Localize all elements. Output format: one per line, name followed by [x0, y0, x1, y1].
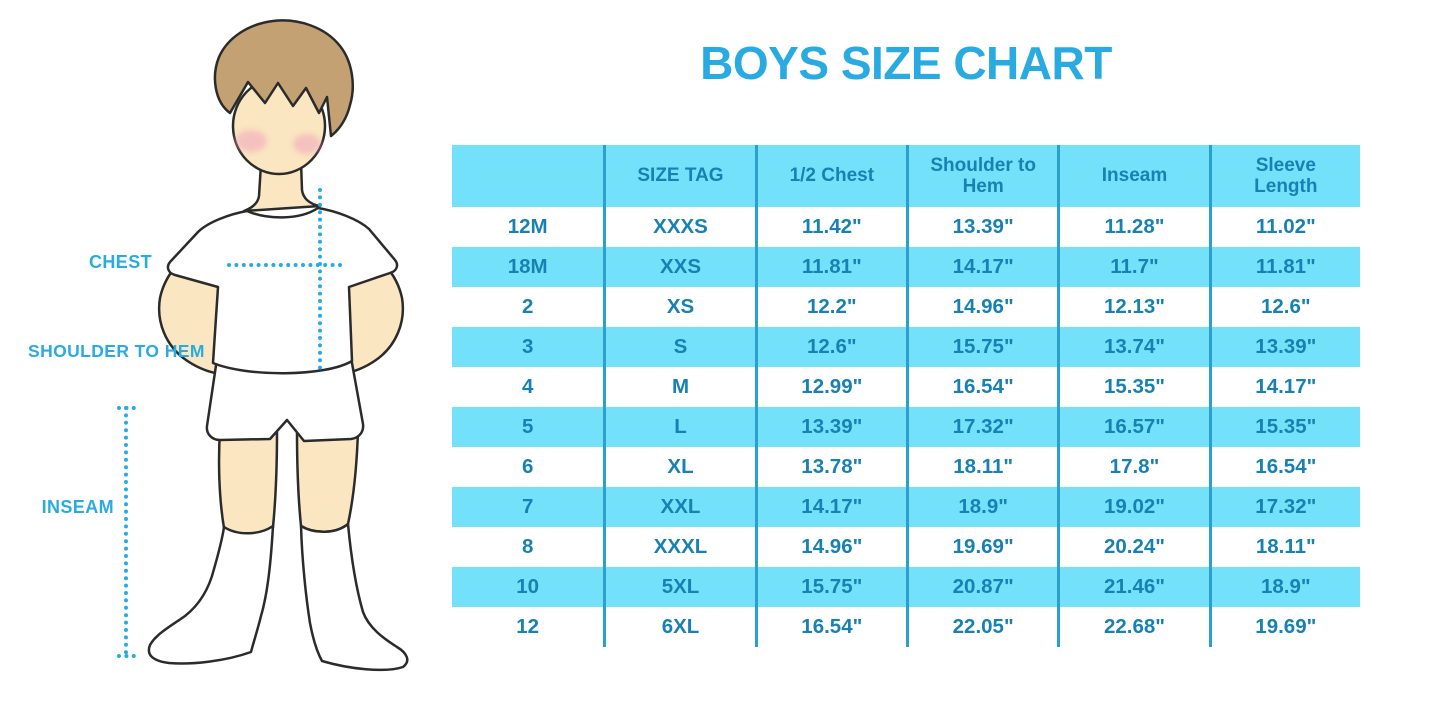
value-cell: 15.75"	[754, 567, 906, 607]
right-sock	[299, 522, 409, 672]
value-cell: 15.35"	[1057, 367, 1209, 407]
value-cell: 18.11"	[905, 447, 1058, 487]
size-cell: 4	[452, 367, 604, 407]
value-cell: 21.46"	[1057, 567, 1209, 607]
value-cell: 14.17"	[905, 247, 1058, 287]
value-cell: 13.39"	[905, 207, 1058, 247]
value-cell: 13.74"	[1057, 327, 1209, 367]
value-cell: 14.17"	[754, 487, 906, 527]
page-title: BOYS SIZE CHART	[700, 37, 1112, 89]
t-shirt	[166, 206, 399, 375]
value-cell: 14.17"	[1208, 367, 1360, 407]
size-cell: 3	[452, 327, 604, 367]
value-cell: 14.96"	[905, 287, 1058, 327]
value-cell: 11.02"	[1208, 207, 1360, 247]
value-cell: 16.57"	[1057, 407, 1209, 447]
value-cell: 12.2"	[754, 287, 906, 327]
value-cell: 19.02"	[1057, 487, 1209, 527]
value-cell: 12.6"	[754, 327, 906, 367]
value-cell: 18.9"	[905, 487, 1058, 527]
value-cell: 20.87"	[905, 567, 1058, 607]
value-cell: 16.54"	[754, 607, 906, 647]
value-cell: 11.81"	[754, 247, 906, 287]
value-cell: 15.75"	[905, 327, 1058, 367]
column-header: SIZE TAG	[603, 145, 755, 207]
value-cell: 12.13"	[1057, 287, 1209, 327]
value-cell: 18.11"	[1208, 527, 1360, 567]
shorts	[205, 350, 365, 443]
boy-illustration	[117, 19, 409, 672]
value-cell: L	[603, 407, 755, 447]
inseam-label: INSEAM	[41, 497, 114, 517]
value-cell: 12.6"	[1208, 287, 1360, 327]
value-cell: XS	[603, 287, 755, 327]
blush-cheeks	[235, 130, 321, 154]
size-cell: 12M	[452, 207, 604, 247]
value-cell: 22.05"	[905, 607, 1058, 647]
value-cell: 12.99"	[754, 367, 906, 407]
value-cell: XL	[603, 447, 755, 487]
shoulder-to-hem-label: SHOULDER TO HEM	[28, 341, 205, 361]
value-cell: XXL	[603, 487, 755, 527]
value-cell: 19.69"	[905, 527, 1058, 567]
size-cell: 12	[452, 607, 604, 647]
value-cell: 19.69"	[1208, 607, 1360, 647]
inseam-guide-line	[117, 406, 143, 658]
value-cell: 17.8"	[1057, 447, 1209, 487]
column-header: Shoulder to Hem	[905, 145, 1058, 207]
value-cell: 11.28"	[1057, 207, 1209, 247]
column-header: Sleeve Length	[1208, 145, 1360, 207]
column-header: 1/2 Chest	[754, 145, 906, 207]
value-cell: 17.32"	[1208, 487, 1360, 527]
size-chart-table: SIZE TAG 1/2 Chest Shoulder to Hem Inseam Sl…	[452, 145, 1360, 647]
size-cell: 5	[452, 407, 604, 447]
chest-label: CHEST	[88, 252, 152, 272]
hair	[213, 19, 354, 138]
value-cell: 13.39"	[1208, 327, 1360, 367]
value-cell: 14.96"	[754, 527, 906, 567]
value-cell: 5XL	[603, 567, 755, 607]
value-cell: 20.24"	[1057, 527, 1209, 567]
size-cell: 8	[452, 527, 604, 567]
value-cell: 22.68"	[1057, 607, 1209, 647]
value-cell: 13.39"	[754, 407, 906, 447]
size-cell: 6	[452, 447, 604, 487]
value-cell: 15.35"	[1208, 407, 1360, 447]
value-cell: 11.42"	[754, 207, 906, 247]
value-cell: 17.32"	[905, 407, 1058, 447]
value-cell: XXS	[603, 247, 755, 287]
right-leg	[295, 428, 360, 533]
size-cell: 18M	[452, 247, 604, 287]
value-cell: 6XL	[603, 607, 755, 647]
value-cell: 11.81"	[1208, 247, 1360, 287]
value-cell: M	[603, 367, 755, 407]
value-cell: 11.7"	[1057, 247, 1209, 287]
column-header	[452, 145, 604, 207]
value-cell: 13.78"	[754, 447, 906, 487]
column-header: Inseam	[1057, 145, 1209, 207]
value-cell: XXXL	[603, 527, 755, 567]
size-cell: 10	[452, 567, 604, 607]
value-cell: 18.9"	[1208, 567, 1360, 607]
value-cell: 16.54"	[905, 367, 1058, 407]
left-sock	[147, 524, 275, 665]
size-cell: 7	[452, 487, 604, 527]
value-cell: 16.54"	[1208, 447, 1360, 487]
value-cell: S	[603, 327, 755, 367]
value-cell: XXXS	[603, 207, 755, 247]
left-leg	[217, 428, 279, 536]
size-cell: 2	[452, 287, 604, 327]
